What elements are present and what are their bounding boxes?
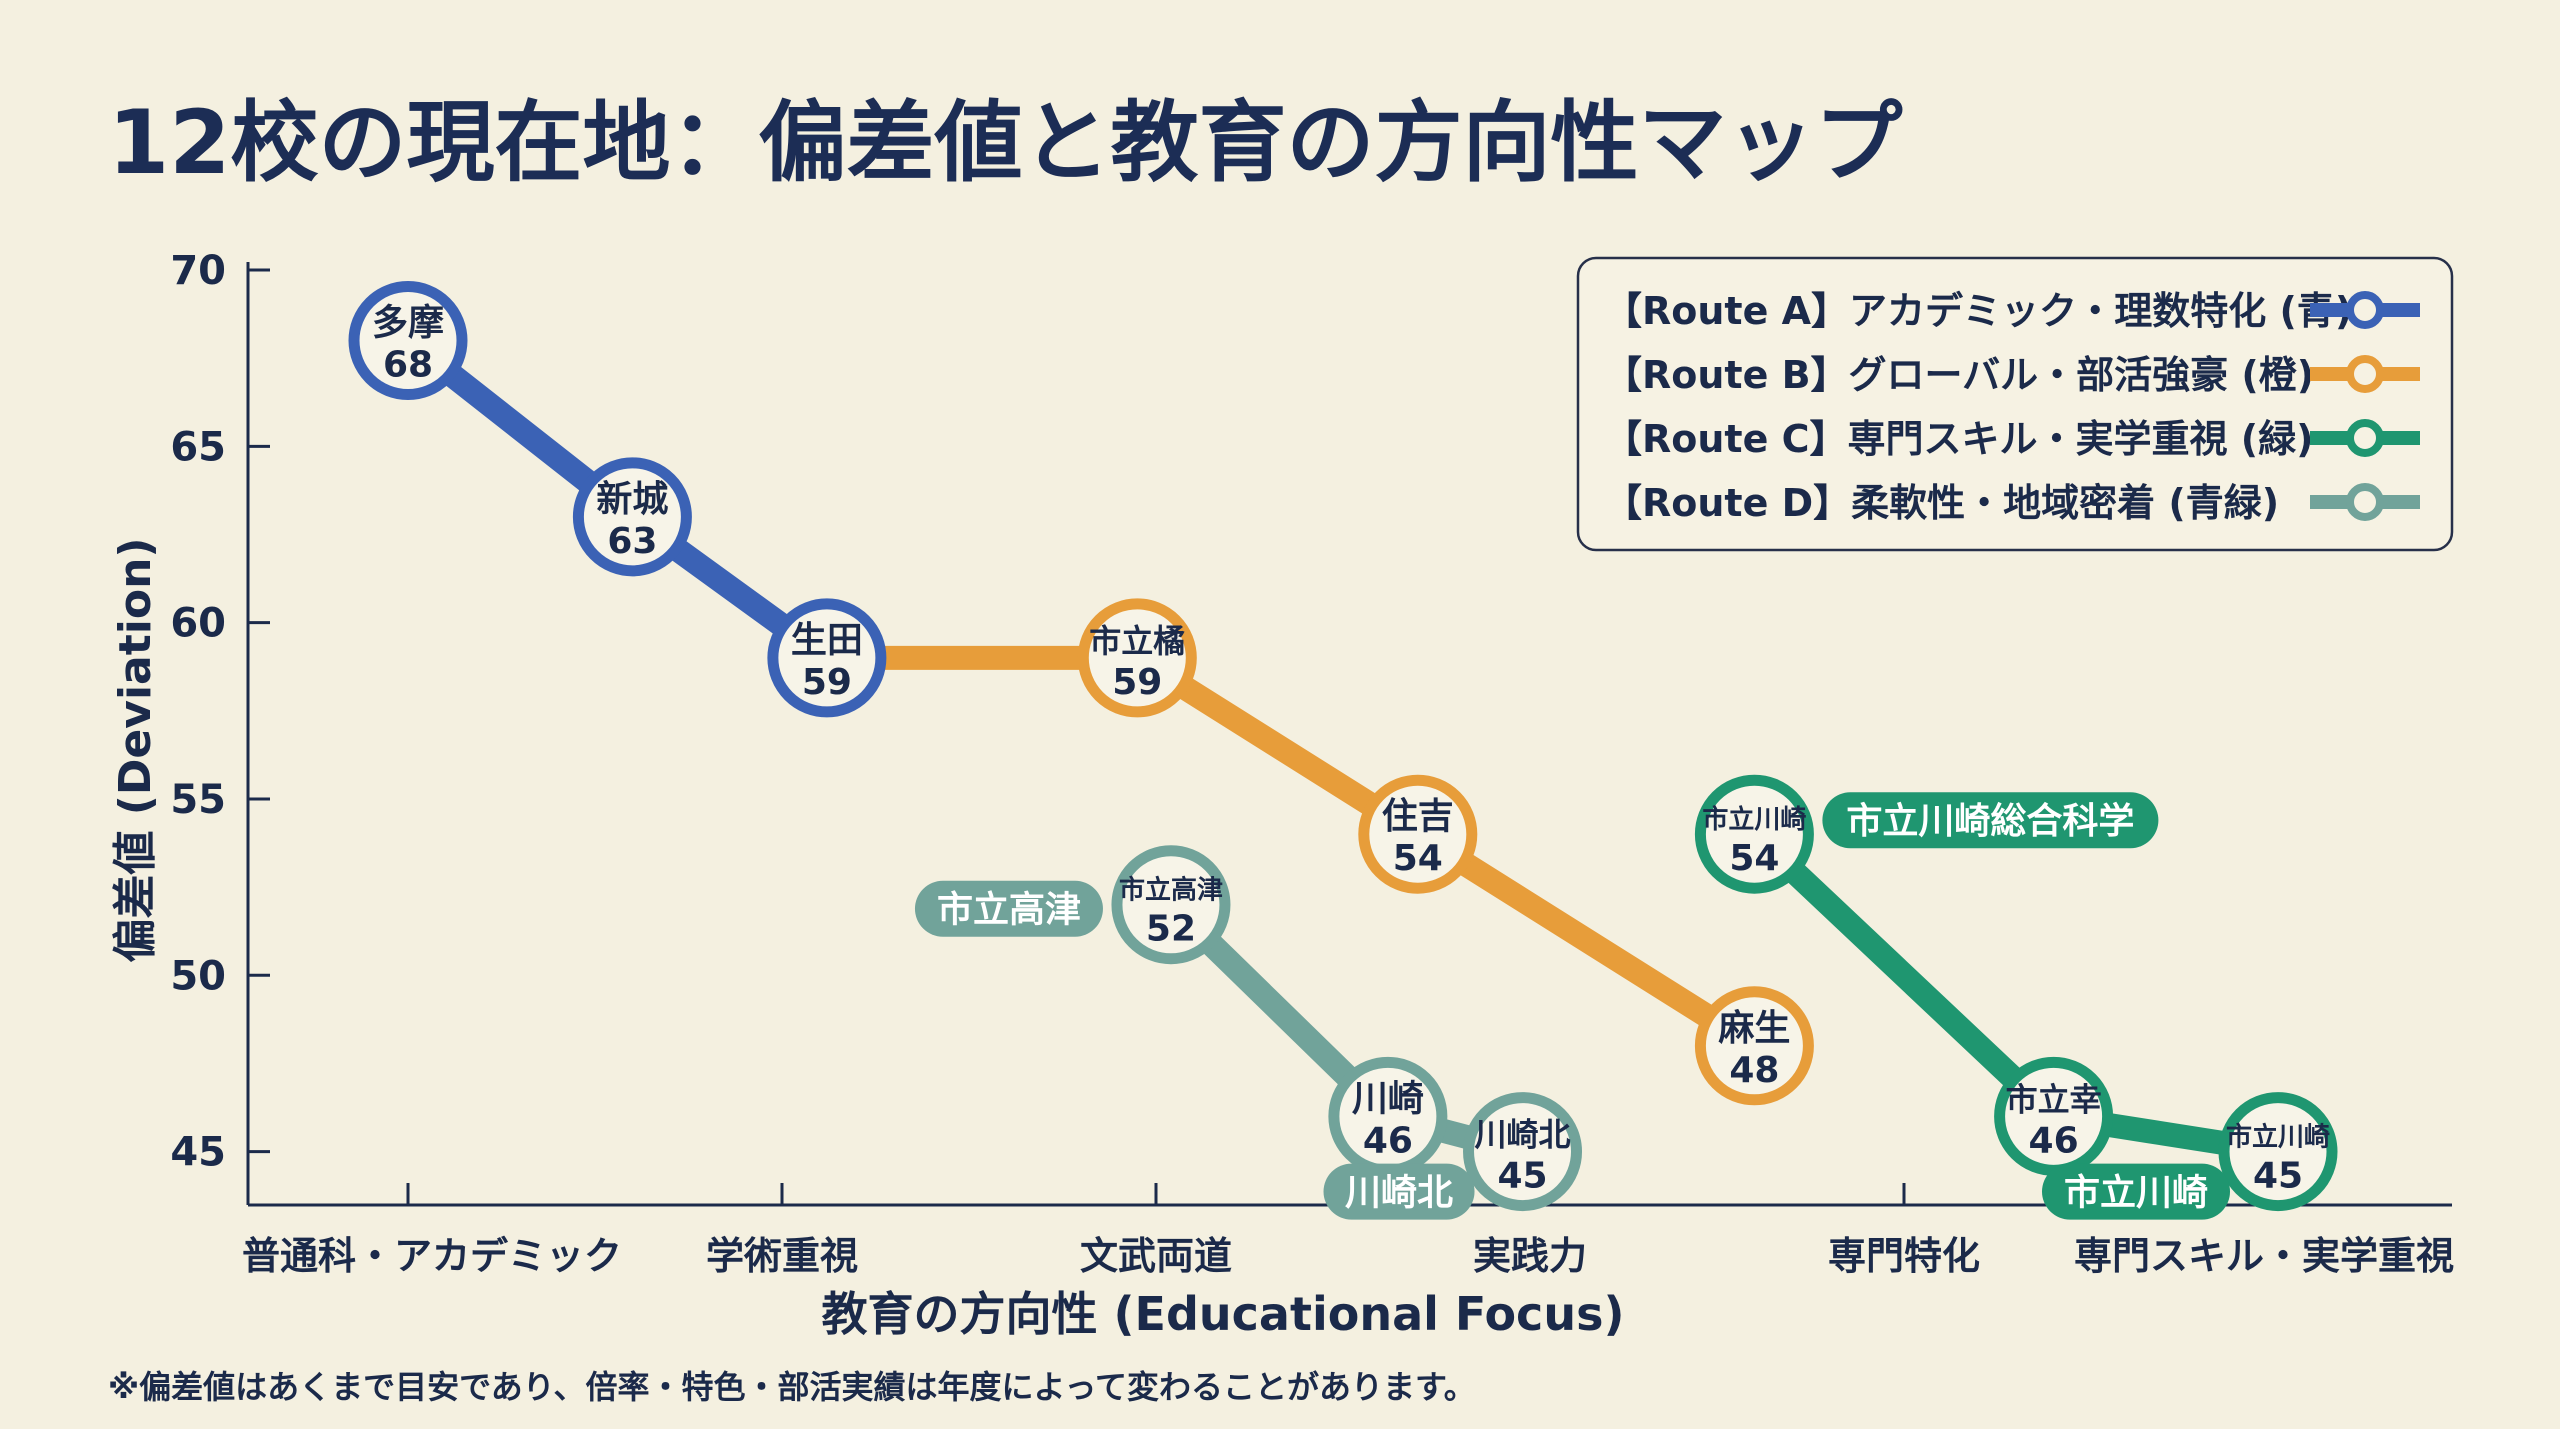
y-tick-label: 55	[170, 777, 226, 823]
node-school-name: 市立橘	[1089, 622, 1185, 660]
legend-entry: 【Route C】専門スキル・実学重視 (緑)	[1604, 417, 2420, 461]
node-school-name: 市立川崎	[1702, 804, 1806, 835]
node-school-name: 市立高津	[1119, 875, 1223, 906]
legend-entry: 【Route B】グローバル・部活強豪 (橙)	[1604, 353, 2420, 397]
x-tick-label: 実践力	[1473, 1234, 1587, 1278]
legend-entry-label: 【Route D】柔軟性・地域密着 (青緑)	[1604, 481, 2279, 525]
node-deviation-value: 45	[1497, 1156, 1547, 1197]
legend-marker-swatch	[2346, 419, 2384, 457]
node-circle	[1358, 774, 1478, 894]
callout-pill-bg	[1323, 1163, 1475, 1220]
x-tick-label: 学術重視	[706, 1234, 858, 1278]
y-axis-label: 偏差値 (Deviation)	[110, 537, 161, 962]
node-school-name: 新城	[596, 479, 668, 520]
legend-entry: 【Route D】柔軟性・地域密着 (青緑)	[1604, 481, 2420, 525]
node-deviation-value: 59	[1112, 662, 1162, 703]
legend-entry-label: 【Route C】専門スキル・実学重視 (緑)	[1604, 417, 2313, 461]
node-circle	[1694, 986, 1814, 1106]
y-tick-label: 65	[170, 424, 226, 470]
callout-pill: 市立川崎総合科学	[1822, 792, 2159, 849]
node-school-name: 住吉	[1382, 796, 1454, 837]
callout-pill: 市立川崎	[2042, 1163, 2230, 1220]
node-deviation-value: 59	[802, 662, 852, 703]
series-line	[814, 645, 1767, 1058]
legend-entry: 【Route A】アカデミック・理数特化 (青)	[1604, 289, 2420, 333]
node-school-name: 市立川崎	[2226, 1122, 2330, 1153]
legend-entry-label: 【Route B】グローバル・部活強豪 (橙)	[1604, 353, 2314, 397]
callout-pill-bg	[914, 880, 1103, 937]
callout-pill-text: 市立川崎	[2064, 1173, 2208, 1214]
legend-box	[1576, 256, 2454, 552]
callout-pill-text: 市立高津	[937, 890, 1081, 931]
node-deviation-value: 48	[1729, 1050, 1779, 1091]
node-deviation-value: 45	[2253, 1156, 2303, 1197]
y-tick-label: 70	[170, 248, 226, 294]
callout-pill: 市立高津	[914, 880, 1103, 937]
node-school-name: 市立幸	[2006, 1080, 2102, 1118]
legend-marker-swatch	[2346, 483, 2384, 521]
node-deviation-value: 52	[1146, 909, 1196, 950]
axes: 70 65 60 55 50 45 普通科・アカデミック 学術重視 文武両道 実践力 専門特化 専門ス…	[170, 248, 2454, 1278]
node-circle	[767, 598, 887, 718]
node-circle	[2218, 1092, 2338, 1212]
node-school-name: 生田	[791, 620, 863, 661]
node-deviation-value: 68	[383, 345, 433, 386]
node-circle	[1694, 774, 1814, 894]
y-tick-label: 60	[170, 601, 226, 647]
node-school-name: 川崎北	[1475, 1116, 1571, 1154]
node-deviation-value: 46	[1363, 1120, 1413, 1161]
y-tick-label: 45	[170, 1130, 226, 1176]
footnote: ※偏差値はあくまで目安であり、倍率・特色・部活実績は年度によって変わることがあり…	[108, 1368, 1476, 1406]
x-tick-label: 普通科・アカデミック	[242, 1234, 622, 1278]
node-circle	[1077, 598, 1197, 718]
node-circle	[572, 457, 692, 577]
callout-pill-bg	[1822, 792, 2159, 849]
y-tick-label: 50	[170, 953, 226, 999]
x-tick-label: 文武両道	[1080, 1234, 1232, 1278]
x-axis-label: 教育の方向性 (Educational Focus)	[822, 1287, 1625, 1341]
legend-marker-swatch	[2346, 291, 2384, 329]
legend: 【Route A】アカデミック・理数特化 (青) 【Route B】グローバル・部…	[1576, 256, 2454, 552]
node-circle	[1111, 845, 1231, 965]
node-deviation-value: 54	[1729, 838, 1779, 879]
node-school-name: 麻生	[1718, 1008, 1790, 1049]
callout-pill-bg	[2042, 1163, 2230, 1220]
callout-pill-text: 川崎北	[1345, 1173, 1453, 1214]
x-tick-label: 専門特化	[1828, 1234, 1980, 1278]
chart-title: 12校の現在地：偏差値と教育の方向性マップ	[108, 91, 1902, 194]
node-school-name: 川崎	[1352, 1078, 1424, 1119]
callout-pill: 川崎北	[1323, 1163, 1475, 1220]
x-tick-label: 専門スキル・実学重視	[2074, 1234, 2454, 1278]
node-deviation-value: 63	[607, 521, 657, 562]
node-deviation-value: 46	[2029, 1120, 2079, 1161]
node-deviation-value: 54	[1393, 838, 1443, 879]
legend-marker-swatch	[2346, 355, 2384, 393]
node-school-name: 多摩	[372, 303, 444, 344]
legend-entry-label: 【Route A】アカデミック・理数特化 (青)	[1604, 289, 2352, 333]
callout-pill-text: 市立川崎総合科学	[1846, 800, 2134, 842]
node-circle	[348, 281, 468, 401]
node-circle	[1463, 1092, 1583, 1212]
